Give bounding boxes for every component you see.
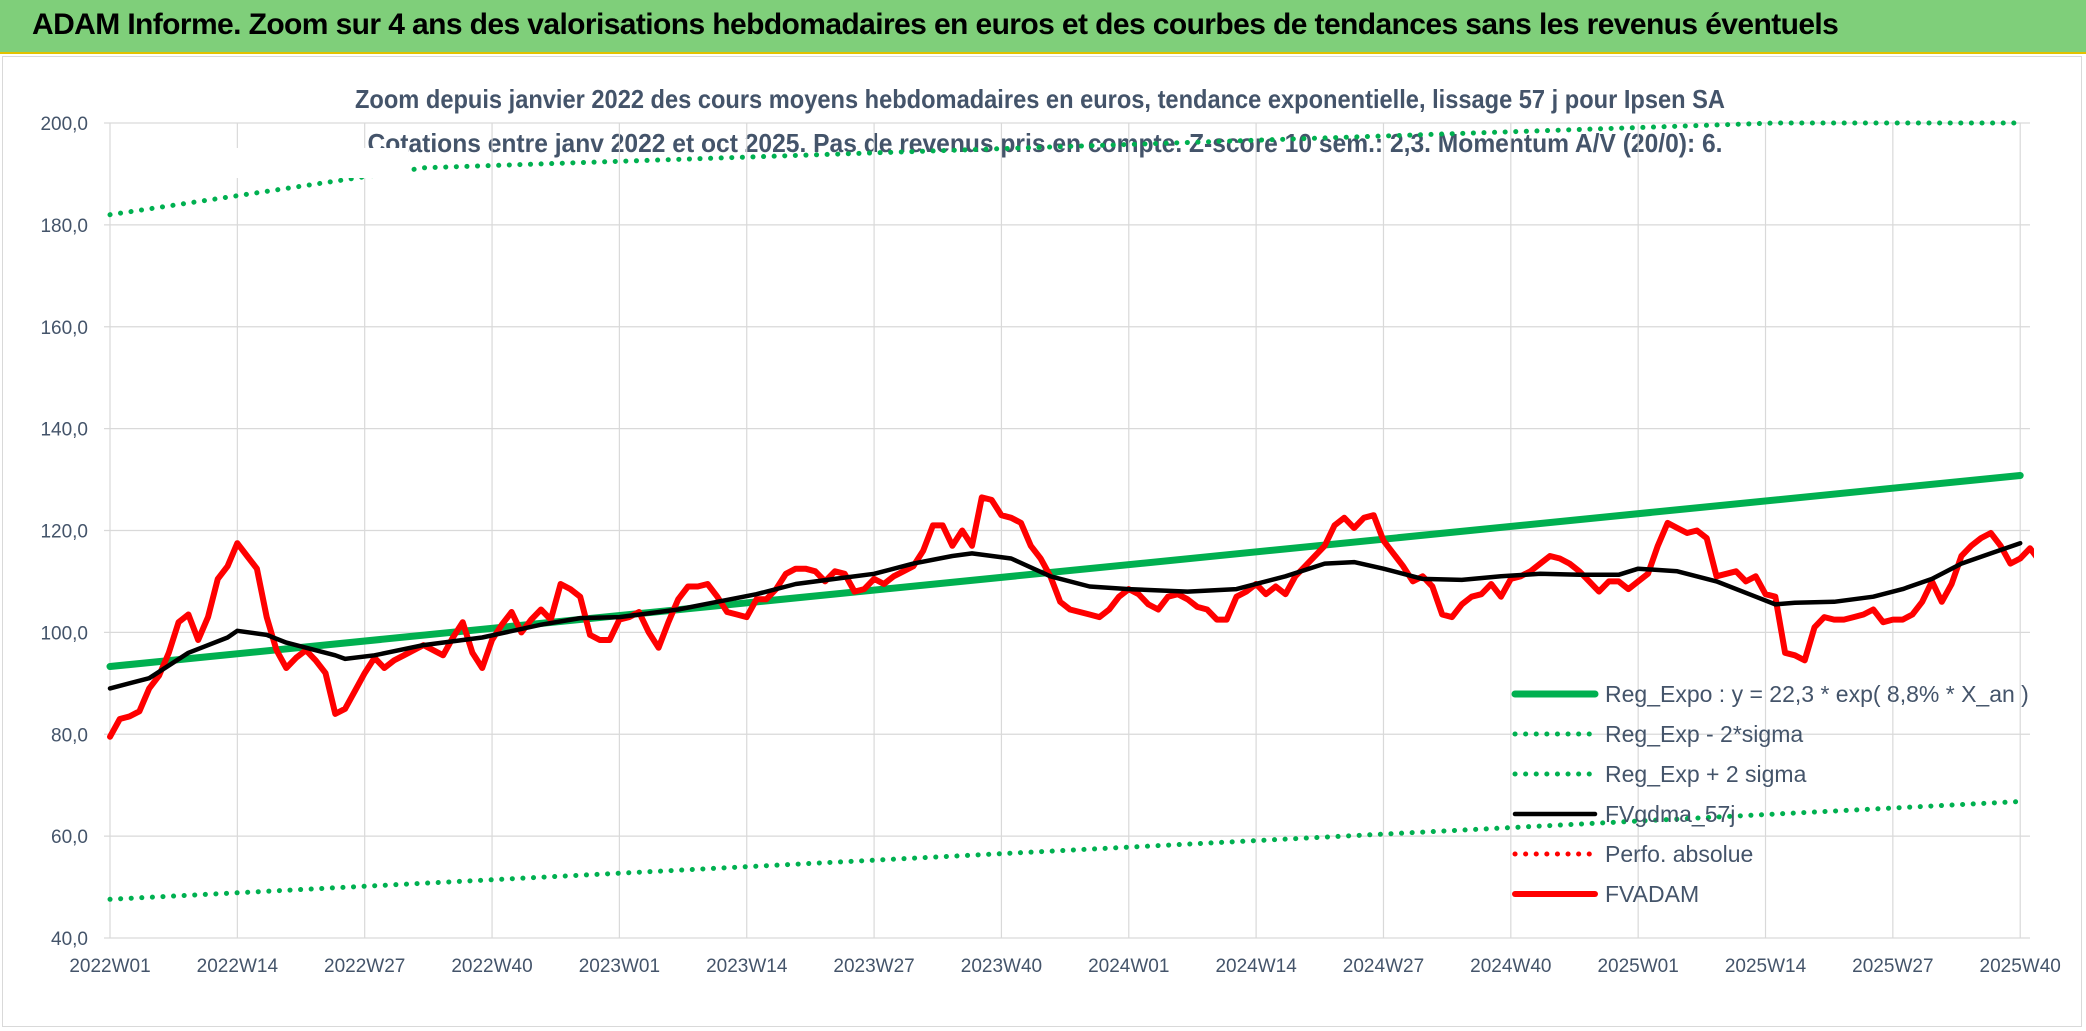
- x-tick-label: 2022W01: [69, 956, 150, 977]
- x-tick-label: 2023W40: [961, 956, 1042, 977]
- chart-title: Zoom depuis janvier 2022 des cours moyen…: [355, 84, 1725, 114]
- x-tick-label: 2022W27: [324, 956, 405, 977]
- y-tick-label: 120,0: [40, 522, 88, 543]
- x-tick-label: 2024W01: [1088, 956, 1169, 977]
- x-tick-label: 2023W01: [579, 956, 660, 977]
- x-tick-label: 2025W40: [1980, 956, 2061, 977]
- legend-label-perfo-absolue: Perfo. absolue: [1605, 841, 1753, 867]
- legend-label-reg-exp-2-sigma: Reg_Exp - 2*sigma: [1605, 721, 1803, 747]
- y-tick-label: 60,0: [51, 827, 88, 848]
- legend-label-fvadam: FVADAM: [1605, 881, 1699, 907]
- y-tick-label: 100,0: [40, 623, 88, 644]
- chart-subtitle: Cotations entre janv 2022 et oct 2025. P…: [368, 128, 1723, 158]
- x-tick-label: 2024W40: [1470, 956, 1551, 977]
- legend-label-fvgdma-57j: FVgdma_57j: [1605, 801, 1735, 827]
- x-tick-label: 2023W27: [833, 956, 914, 977]
- y-tick-label: 200,0: [40, 114, 88, 135]
- y-tick-label: 160,0: [40, 318, 88, 339]
- title-backdrop: [143, 148, 408, 178]
- report-banner: ADAM Informe. Zoom sur 4 ans des valoris…: [0, 0, 2086, 54]
- series-line-reg-exp-2-sigma: [107, 120, 2023, 218]
- y-tick-label: 80,0: [51, 725, 88, 746]
- x-tick-label: 2023W14: [706, 956, 788, 977]
- y-tick-label: 140,0: [40, 420, 88, 441]
- legend: Reg_Expo : y = 22,3 * exp( 8,8% * X_an )…: [143, 148, 2029, 907]
- x-tick-label: 2022W14: [197, 956, 279, 977]
- report-title: ADAM Informe. Zoom sur 4 ans des valoris…: [32, 8, 1839, 41]
- series-line-fvgdma-57j: [107, 540, 2023, 691]
- x-tick-label: 2024W14: [1215, 956, 1297, 977]
- x-tick-label: 2025W14: [1725, 956, 1807, 977]
- series-line-reg-exp-2-sigma: [107, 799, 2023, 902]
- legend-label-reg-expo-y-22-3-exp-8-8-x-an: Reg_Expo : y = 22,3 * exp( 8,8% * X_an ): [1605, 681, 2029, 707]
- x-tick-label: 2024W27: [1343, 956, 1424, 977]
- x-tick-label: 2022W40: [451, 956, 532, 977]
- series-line-fvadam: [107, 494, 2034, 740]
- chart-frame: [2, 56, 2082, 1027]
- y-tick-label: 40,0: [51, 929, 88, 950]
- axes: 40,0 60,0 80,0 100,0 120,0 140,0 160,0 180,0 200…: [40, 114, 2060, 977]
- y-tick-label: 180,0: [40, 216, 88, 237]
- series: [106, 120, 2034, 902]
- series-line-reg-expo-y-22-3-exp-8-8-x-an: [106, 472, 2024, 670]
- x-tick-label: 2025W27: [1852, 956, 1933, 977]
- legend-label-reg-exp-2-sigma: Reg_Exp + 2 sigma: [1605, 761, 1807, 787]
- x-tick-label: 2025W01: [1597, 956, 1678, 977]
